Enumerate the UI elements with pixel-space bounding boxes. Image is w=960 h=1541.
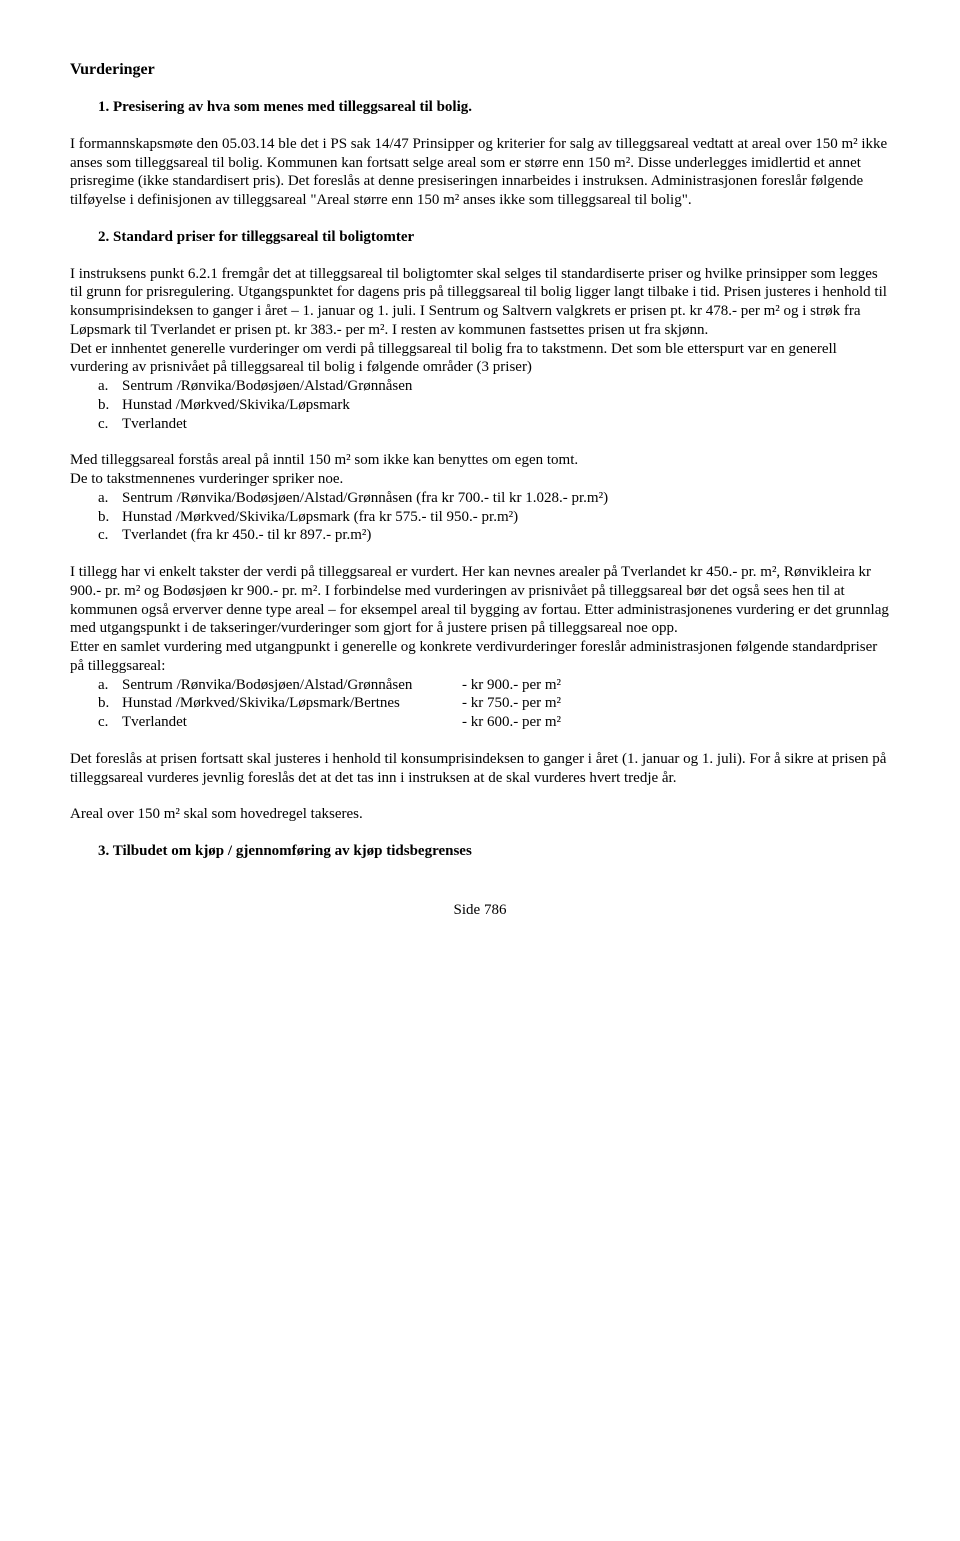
- list-text: Sentrum /Rønvika/Bodøsjøen/Alstad/Grønnå…: [122, 676, 462, 695]
- list-marker: c.: [98, 713, 122, 732]
- list-item: c. Tverlandet: [70, 415, 890, 434]
- list-text: Hunstad /Mørkved/Skivika/Løpsmark (fra k…: [122, 508, 518, 527]
- section2-para5: Etter en samlet vurdering med utgangpunk…: [70, 638, 890, 676]
- list-price: - kr 900.- per m²: [462, 676, 561, 695]
- section2-list-b: a. Sentrum /Rønvika/Bodøsjøen/Alstad/Grø…: [70, 489, 890, 545]
- list-marker: a.: [98, 489, 122, 508]
- list-item: a. Sentrum /Rønvika/Bodøsjøen/Alstad/Grø…: [70, 676, 890, 695]
- list-marker: a.: [98, 676, 122, 695]
- list-marker: a.: [98, 377, 122, 396]
- section2-para4: I tillegg har vi enkelt takster der verd…: [70, 563, 890, 638]
- section2-para7: Areal over 150 m² skal som hovedregel ta…: [70, 805, 890, 824]
- list-text: Tverlandet: [122, 415, 187, 434]
- list-text: Sentrum /Rønvika/Bodøsjøen/Alstad/Grønnå…: [122, 377, 412, 396]
- page-title: Vurderinger: [70, 60, 890, 80]
- section2-list-a: a. Sentrum /Rønvika/Bodøsjøen/Alstad/Grø…: [70, 377, 890, 433]
- section2-para3a: Med tilleggsareal forstås areal på innti…: [70, 451, 890, 470]
- list-text: Tverlandet: [122, 713, 462, 732]
- list-item: a. Sentrum /Rønvika/Bodøsjøen/Alstad/Grø…: [70, 489, 890, 508]
- list-text: Hunstad /Mørkved/Skivika/Løpsmark: [122, 396, 350, 415]
- list-price: - kr 600.- per m²: [462, 713, 561, 732]
- list-marker: b.: [98, 508, 122, 527]
- list-item: b. Hunstad /Mørkved/Skivika/Løpsmark/Ber…: [70, 694, 890, 713]
- section2-para2: Det er innhentet generelle vurderinger o…: [70, 340, 890, 378]
- list-marker: c.: [98, 526, 122, 545]
- list-marker: b.: [98, 396, 122, 415]
- section2-para1: I instruksens punkt 6.2.1 fremgår det at…: [70, 265, 890, 340]
- list-item: c. Tverlandet - kr 600.- per m²: [70, 713, 890, 732]
- section2-para3b: De to takstmennenes vurderinger spriker …: [70, 470, 890, 489]
- section1-paragraph: I formannskapsmøte den 05.03.14 ble det …: [70, 135, 890, 210]
- section2-heading: 2. Standard priser for tilleggsareal til…: [70, 228, 890, 247]
- list-item: a. Sentrum /Rønvika/Bodøsjøen/Alstad/Grø…: [70, 377, 890, 396]
- list-text: Sentrum /Rønvika/Bodøsjøen/Alstad/Grønnå…: [122, 489, 608, 508]
- list-price: - kr 750.- per m²: [462, 694, 561, 713]
- section3-heading: 3. Tilbudet om kjøp / gjennomføring av k…: [70, 842, 890, 861]
- list-item: b. Hunstad /Mørkved/Skivika/Løpsmark: [70, 396, 890, 415]
- section1-heading: 1. Presisering av hva som menes med till…: [70, 98, 890, 117]
- list-text: Hunstad /Mørkved/Skivika/Løpsmark/Bertne…: [122, 694, 462, 713]
- list-text: Tverlandet (fra kr 450.- til kr 897.- pr…: [122, 526, 371, 545]
- page-footer: Side 786: [70, 901, 890, 920]
- section2-list-c: a. Sentrum /Rønvika/Bodøsjøen/Alstad/Grø…: [70, 676, 890, 732]
- list-item: c. Tverlandet (fra kr 450.- til kr 897.-…: [70, 526, 890, 545]
- section2-para6: Det foreslås at prisen fortsatt skal jus…: [70, 750, 890, 788]
- list-marker: b.: [98, 694, 122, 713]
- list-marker: c.: [98, 415, 122, 434]
- list-item: b. Hunstad /Mørkved/Skivika/Løpsmark (fr…: [70, 508, 890, 527]
